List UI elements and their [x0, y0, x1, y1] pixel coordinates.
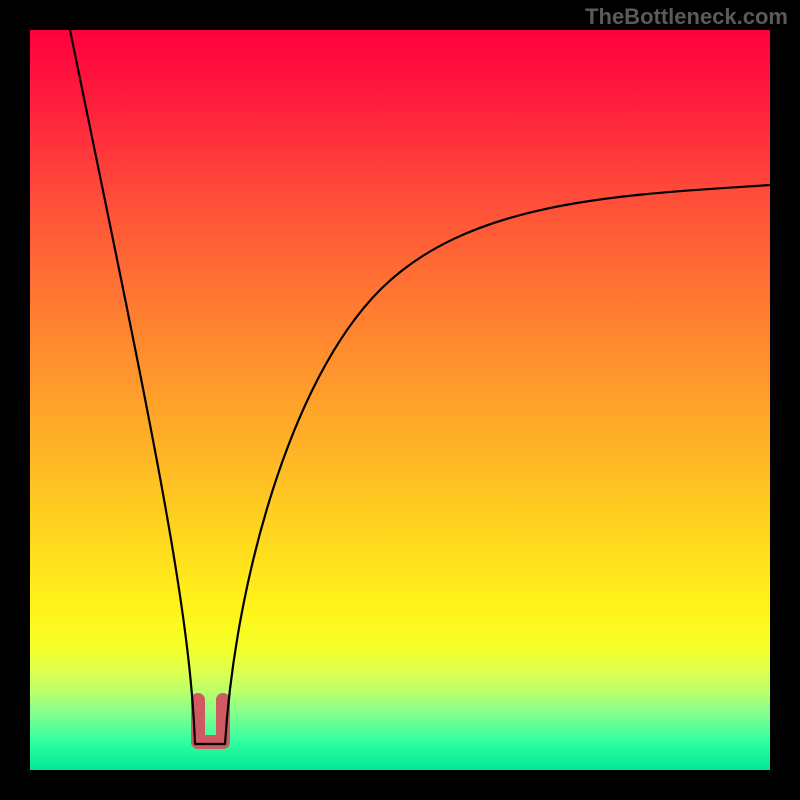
plot-area — [30, 30, 770, 770]
watermark-text: TheBottleneck.com — [585, 4, 788, 29]
bottleneck-chart: TheBottleneck.com — [0, 0, 800, 800]
chart-svg: TheBottleneck.com — [0, 0, 800, 800]
